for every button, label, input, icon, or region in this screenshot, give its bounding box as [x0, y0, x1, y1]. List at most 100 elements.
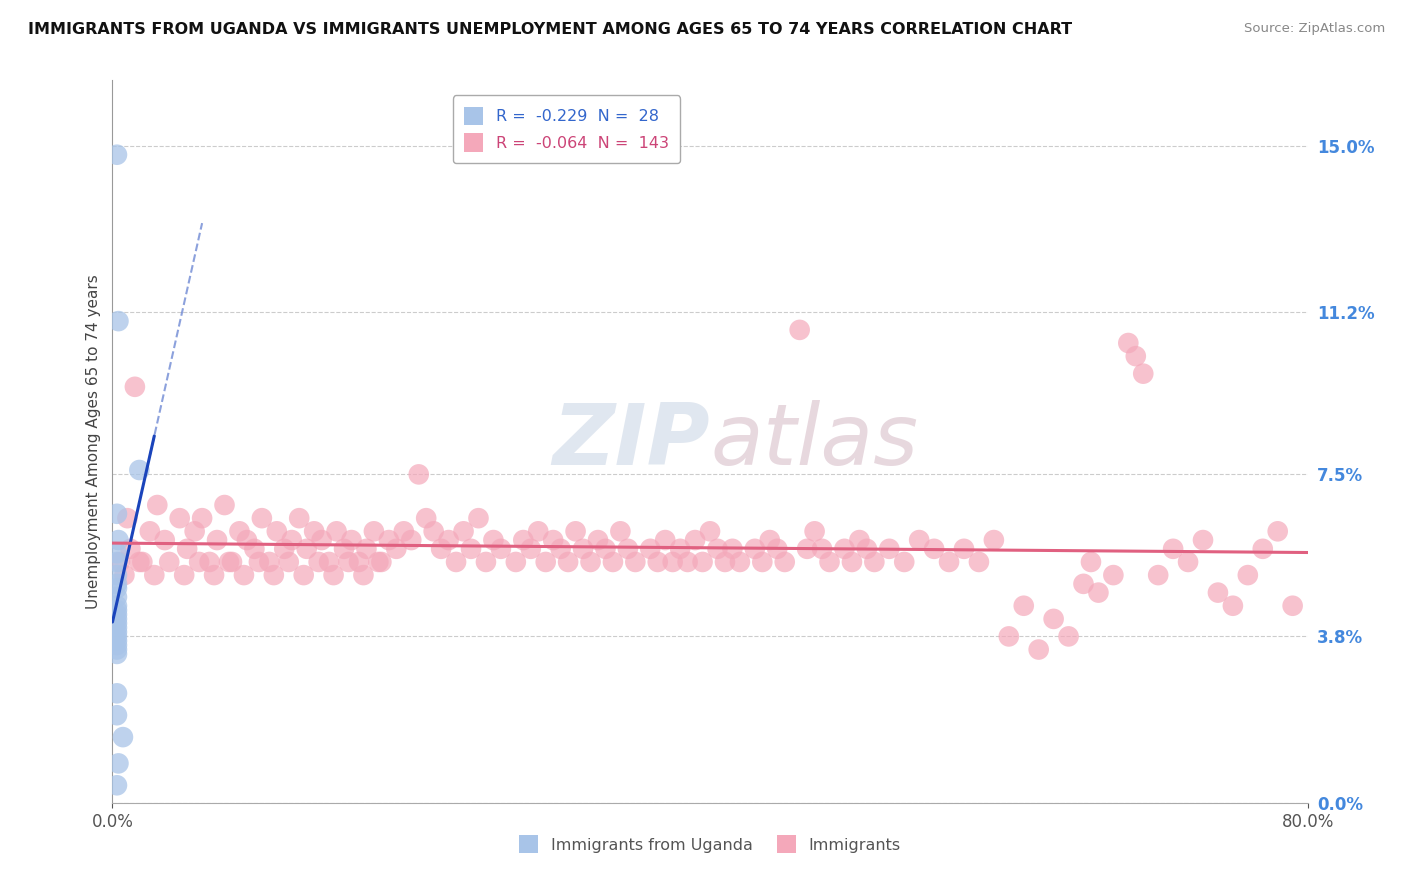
Point — [105, 629, 128, 643]
Point — [105, 546, 128, 560]
Point — [1087, 585, 1109, 599]
Point — [415, 511, 437, 525]
Point — [139, 524, 162, 539]
Point — [363, 524, 385, 539]
Point — [1125, 349, 1147, 363]
Point — [834, 541, 856, 556]
Y-axis label: Unemployment Among Ages 65 to 74 years: Unemployment Among Ages 65 to 74 years — [86, 274, 101, 609]
Point — [922, 541, 945, 556]
Point — [609, 524, 631, 539]
Point — [520, 541, 543, 556]
Point — [202, 568, 225, 582]
Point — [430, 541, 453, 556]
Point — [557, 555, 579, 569]
Point — [131, 555, 153, 569]
Point — [318, 555, 340, 569]
Point — [527, 524, 550, 539]
Point — [1080, 555, 1102, 569]
Text: ZIP: ZIP — [553, 400, 710, 483]
Point — [512, 533, 534, 547]
Point — [773, 555, 796, 569]
Point — [564, 524, 586, 539]
Point — [370, 555, 392, 569]
Point — [796, 541, 818, 556]
Point — [983, 533, 1005, 547]
Point — [1206, 585, 1229, 599]
Point — [105, 590, 128, 604]
Point — [586, 533, 609, 547]
Point — [803, 524, 825, 539]
Point — [534, 555, 557, 569]
Point — [811, 541, 834, 556]
Point — [759, 533, 782, 547]
Point — [482, 533, 505, 547]
Point — [266, 524, 288, 539]
Point — [1012, 599, 1035, 613]
Point — [107, 533, 129, 547]
Point — [198, 555, 221, 569]
Point — [105, 778, 128, 792]
Point — [640, 541, 662, 556]
Point — [841, 555, 863, 569]
Legend: Immigrants from Uganda, Immigrants: Immigrants from Uganda, Immigrants — [513, 829, 907, 860]
Point — [1237, 568, 1260, 582]
Point — [105, 633, 128, 648]
Point — [714, 555, 737, 569]
Point — [856, 541, 879, 556]
Point — [114, 568, 135, 582]
Point — [751, 555, 773, 569]
Point — [105, 507, 128, 521]
Text: Source: ZipAtlas.com: Source: ZipAtlas.com — [1244, 22, 1385, 36]
Point — [475, 555, 498, 569]
Point — [233, 568, 256, 582]
Point — [595, 541, 617, 556]
Point — [111, 730, 134, 744]
Point — [1222, 599, 1244, 613]
Point — [176, 541, 198, 556]
Point — [1057, 629, 1080, 643]
Point — [998, 629, 1021, 643]
Point — [661, 555, 683, 569]
Point — [105, 599, 128, 613]
Point — [953, 541, 976, 556]
Point — [105, 603, 128, 617]
Point — [337, 555, 360, 569]
Point — [277, 555, 299, 569]
Point — [236, 533, 259, 547]
Point — [893, 555, 915, 569]
Point — [105, 616, 128, 631]
Point — [624, 555, 647, 569]
Point — [1028, 642, 1050, 657]
Point — [654, 533, 676, 547]
Point — [153, 533, 176, 547]
Point — [108, 555, 131, 569]
Point — [157, 555, 180, 569]
Point — [205, 533, 228, 547]
Point — [602, 555, 624, 569]
Point — [218, 555, 240, 569]
Point — [572, 541, 595, 556]
Point — [105, 581, 128, 595]
Point — [105, 612, 128, 626]
Point — [105, 568, 128, 582]
Point — [938, 555, 960, 569]
Point — [333, 541, 356, 556]
Point — [128, 555, 150, 569]
Point — [263, 568, 285, 582]
Point — [107, 314, 129, 328]
Point — [505, 555, 527, 569]
Point — [879, 541, 901, 556]
Point — [699, 524, 721, 539]
Point — [340, 533, 363, 547]
Point — [467, 511, 489, 525]
Point — [669, 541, 692, 556]
Point — [401, 533, 423, 547]
Point — [347, 555, 370, 569]
Point — [250, 511, 273, 525]
Point — [124, 380, 146, 394]
Point — [308, 555, 330, 569]
Point — [967, 555, 990, 569]
Point — [105, 638, 128, 652]
Point — [105, 147, 128, 161]
Point — [105, 621, 128, 635]
